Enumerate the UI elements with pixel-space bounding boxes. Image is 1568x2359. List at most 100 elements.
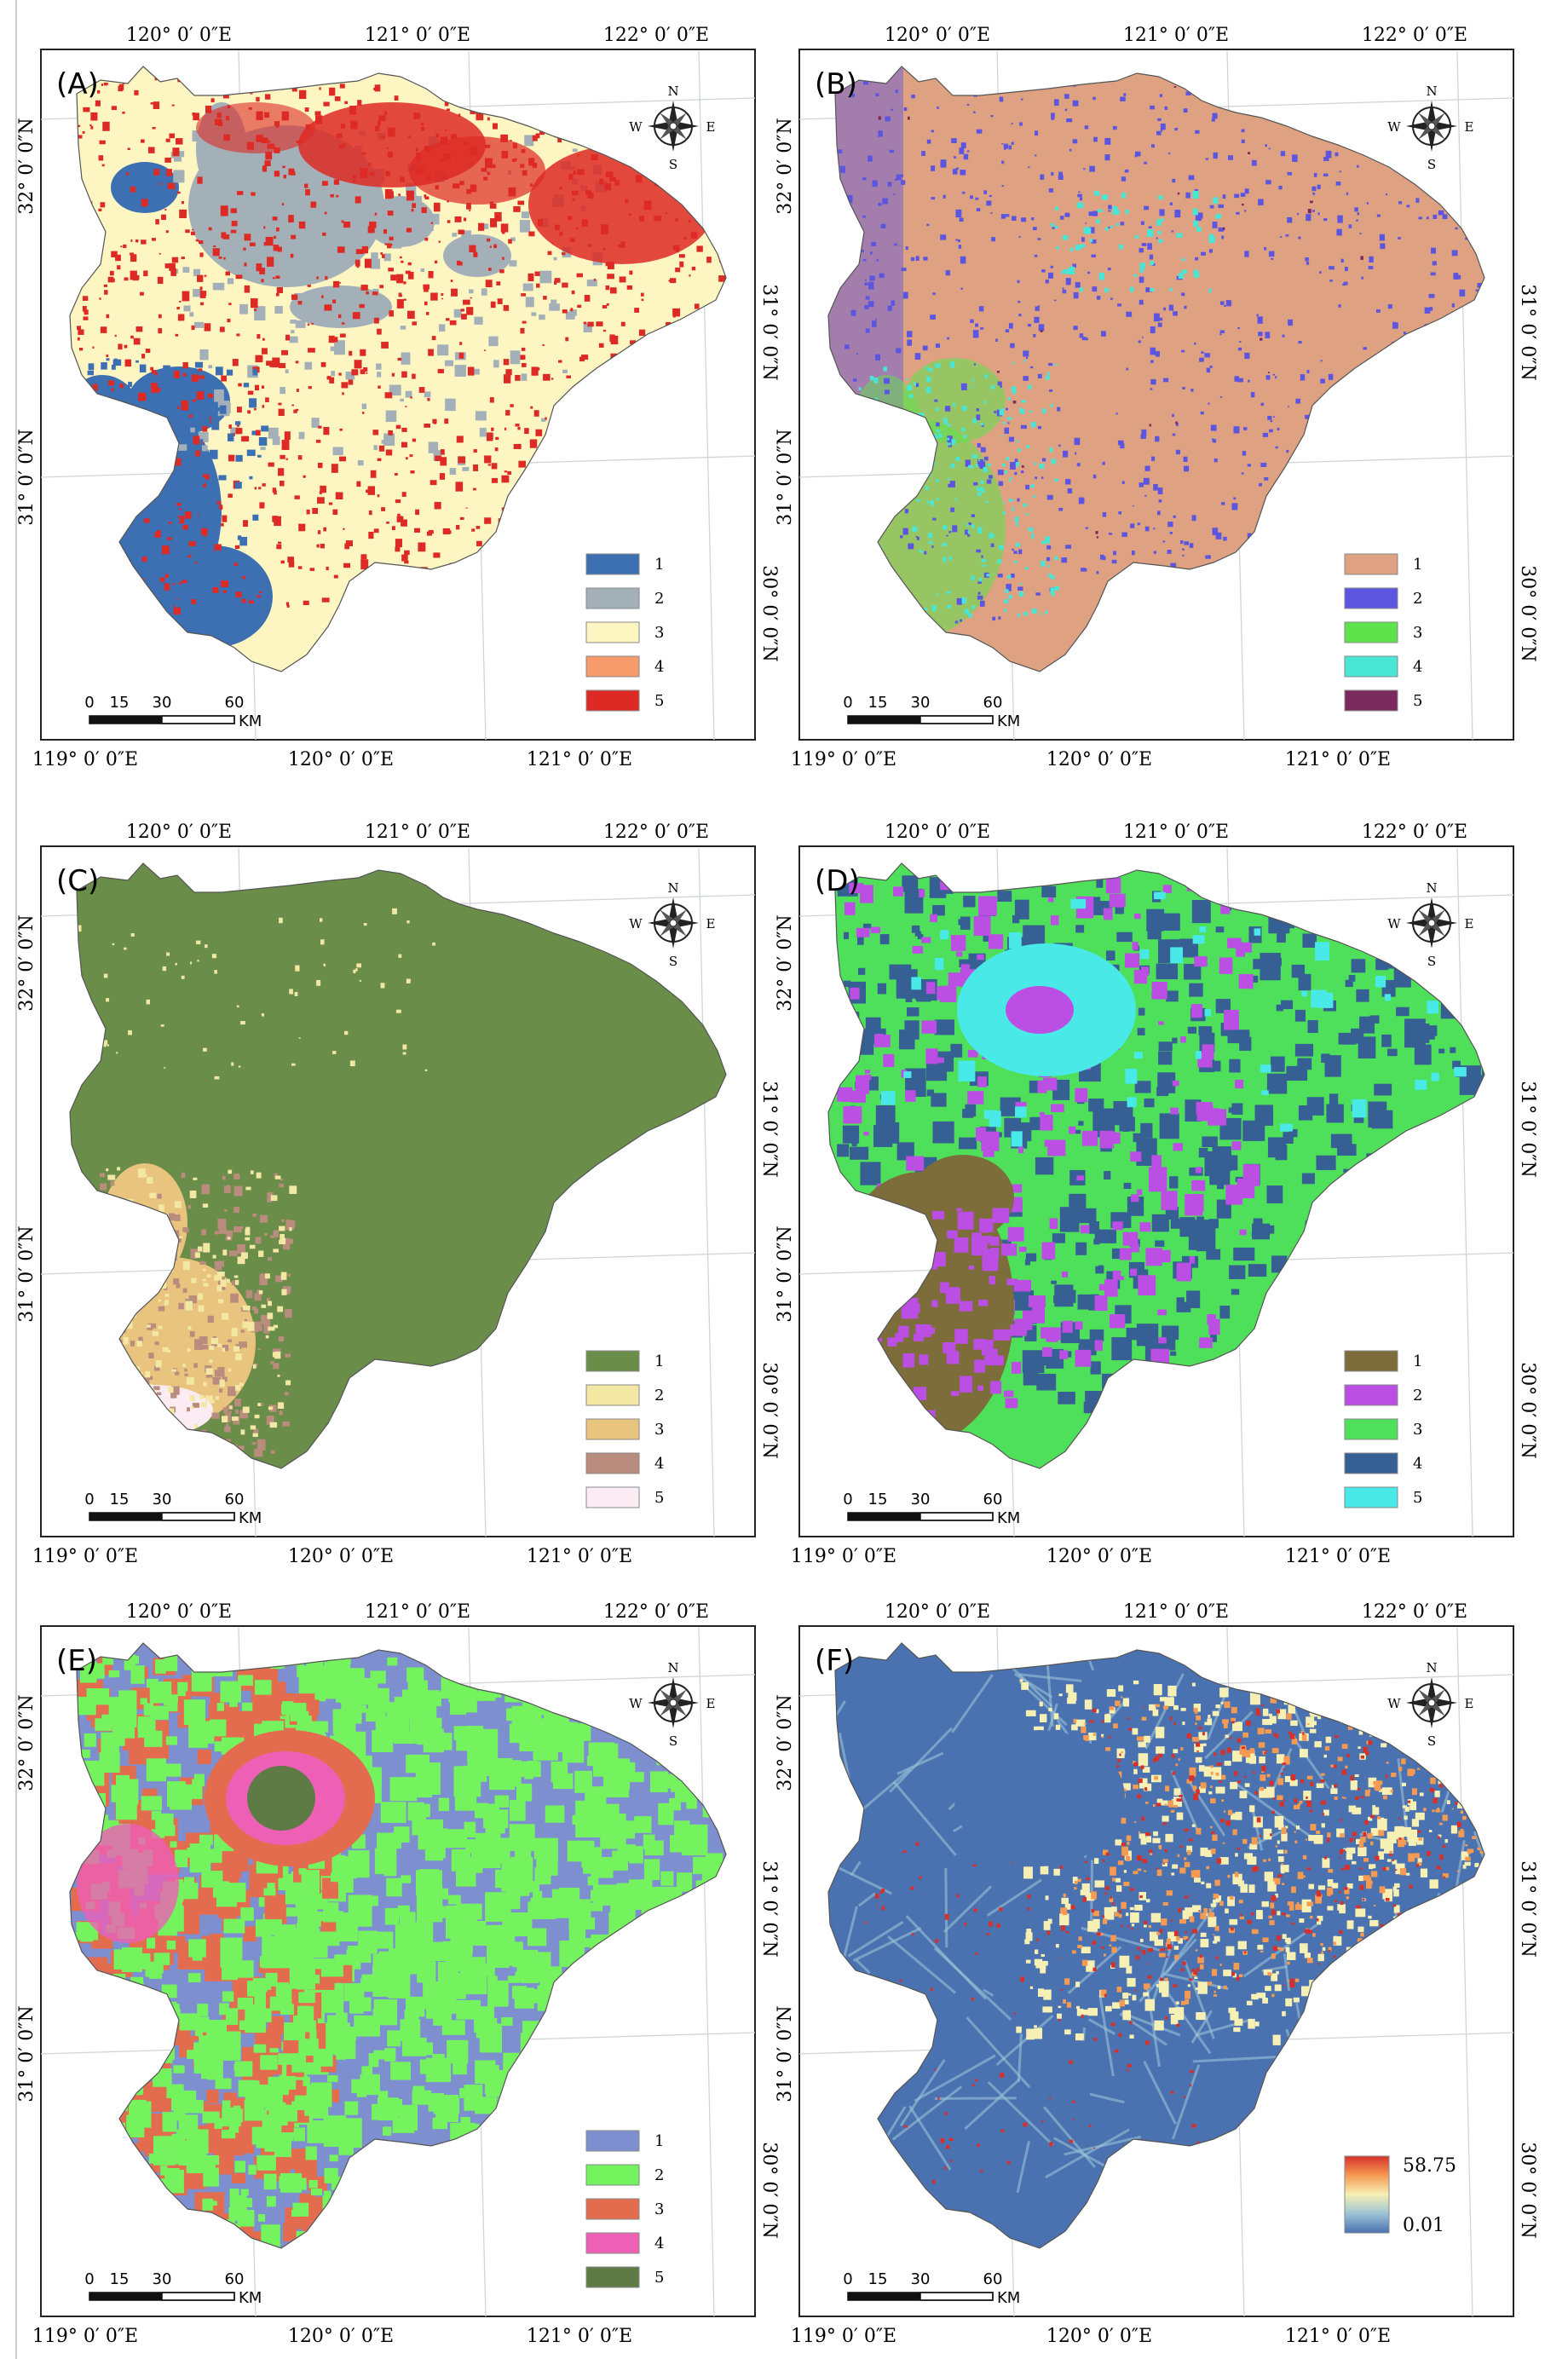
map-panel-b: (B) 120° 0′ 0″E 121° 0′ 0″E 122° 0′ 0″E 119°…: [758, 0, 1568, 767]
legend-label: 1: [654, 556, 664, 574]
legend-label: 4: [654, 1455, 664, 1473]
compass-west-label: W: [1387, 916, 1401, 931]
scale-tick-label: 30: [153, 694, 172, 712]
legend-label: 2: [654, 1387, 664, 1404]
scale-tick-label: 0: [843, 694, 852, 712]
latitude-label-right: 30° 0′ 0″N: [1517, 2142, 1538, 2238]
compass-east-label: E: [706, 1696, 716, 1711]
latitude-label-right: 30° 0′ 0″N: [1517, 1362, 1538, 1458]
latitude-label-left: 31° 0′ 0″N: [775, 429, 796, 525]
legend: 1 2 3 4 5: [1344, 553, 1422, 712]
scale-tick-label: 0: [84, 694, 94, 712]
scale-tick-label: 15: [868, 1491, 888, 1508]
compass-north-label: N: [667, 880, 678, 896]
compass-north-label: N: [667, 84, 678, 99]
compass-west-label: W: [629, 916, 643, 931]
legend: 1 2 3 4 5: [585, 553, 664, 712]
study-area-outline: [69, 862, 727, 1469]
map-panel-a: (A) 120° 0′ 0″E 121° 0′ 0″E 122° 0′ 0″E 119°…: [0, 0, 1568, 767]
scale-tick-label: 60: [983, 2270, 1003, 2288]
study-area-outline: [827, 862, 1485, 1469]
page-left-rule: [15, 0, 17, 2359]
compass-east-label: E: [706, 119, 716, 135]
compass-east-label: E: [706, 916, 716, 931]
compass-south-label: S: [669, 954, 677, 969]
legend-label: 3: [1413, 624, 1422, 642]
longitude-label-bottom: 120° 0′ 0″E: [1046, 2326, 1152, 2344]
longitude-label-bottom: 120° 0′ 0″E: [1046, 1546, 1152, 1564]
longitude-label-bottom: 120° 0′ 0″E: [1046, 749, 1152, 767]
scale-tick-label: 60: [225, 694, 245, 712]
compass-south-label: S: [669, 157, 677, 172]
scale-tick-label: 30: [153, 2270, 172, 2288]
scale-unit-label: KM: [997, 712, 1020, 730]
latitude-label-right: 31° 0′ 0″N: [1517, 1081, 1538, 1177]
compass-west-label: W: [1387, 119, 1401, 135]
legend: 1 2 3 4 5: [585, 2130, 664, 2288]
legend-label: 1: [654, 1353, 664, 1370]
legend-swatch: [585, 1486, 640, 1508]
legend-label: 5: [1413, 1489, 1422, 1507]
legend-swatch: [1344, 587, 1398, 609]
latitude-label-right: 30° 0′ 0″N: [758, 1362, 780, 1458]
legend-label: 1: [1413, 1353, 1422, 1370]
scale-tick-label: 15: [110, 694, 130, 712]
legend: 1 2 3 4 5: [585, 1350, 664, 1508]
latitude-label-left: 32° 0′ 0″N: [16, 914, 37, 1011]
longitude-label-top: 120° 0′ 0″E: [126, 822, 232, 843]
legend-swatch: [1344, 689, 1398, 712]
compass-east-label: E: [1465, 916, 1474, 931]
latitude-label-left: 32° 0′ 0″N: [775, 1694, 796, 1791]
longitude-label-top: 122° 0′ 0″E: [603, 1601, 709, 1623]
compass-south-label: S: [1427, 1733, 1436, 1749]
legend-label: 2: [1413, 590, 1422, 608]
scale-tick-label: 0: [843, 1491, 852, 1508]
compass-west-label: W: [1387, 1696, 1401, 1711]
map-panel-e-svg: (E) 120° 0′ 0″E 121° 0′ 0″E 122° 0′ 0″E 119°…: [16, 1601, 780, 2344]
legend-label: 5: [654, 2269, 664, 2287]
longitude-label-top: 120° 0′ 0″E: [885, 822, 990, 843]
longitude-label-bottom: 121° 0′ 0″E: [1285, 749, 1391, 767]
longitude-label-bottom: 119° 0′ 0″E: [791, 1546, 896, 1564]
scale-tick-label: 30: [911, 2270, 931, 2288]
longitude-label-top: 120° 0′ 0″E: [126, 25, 232, 46]
legend-swatch: [1344, 1350, 1398, 1372]
latitude-label-left: 32° 0′ 0″N: [775, 118, 796, 214]
north-arrow-compass-icon: N S E W: [1387, 84, 1473, 172]
map-panel-b-svg: (B) 120° 0′ 0″E 121° 0′ 0″E 122° 0′ 0″E 119°…: [775, 25, 1538, 767]
north-arrow-compass-icon: N S E W: [1387, 1660, 1473, 1749]
latitude-label-right: 30° 0′ 0″N: [758, 565, 780, 661]
legend-swatch: [1344, 655, 1398, 678]
legend-swatch: [585, 689, 640, 712]
longitude-label-top: 120° 0′ 0″E: [885, 25, 990, 46]
compass-east-label: E: [1465, 119, 1474, 135]
latitude-label-right: 31° 0′ 0″N: [758, 284, 780, 380]
legend-swatch: [1344, 1452, 1398, 1474]
latitude-label-right: 31° 0′ 0″N: [758, 1081, 780, 1177]
compass-south-label: S: [1427, 157, 1436, 172]
latitude-label-left: 31° 0′ 0″N: [775, 1226, 796, 1322]
scale-unit-label: KM: [239, 1509, 262, 1527]
latitude-label-left: 31° 0′ 0″N: [16, 429, 37, 525]
legend-label: 2: [654, 590, 664, 608]
latitude-label-right: 31° 0′ 0″N: [1517, 1860, 1538, 1957]
longitude-label-top: 122° 0′ 0″E: [1362, 25, 1467, 46]
scale-tick-label: 60: [225, 1491, 245, 1508]
latitude-label-right: 30° 0′ 0″N: [758, 2142, 780, 2238]
panel-label: (B): [815, 67, 857, 101]
longitude-label-top: 121° 0′ 0″E: [365, 1601, 470, 1623]
longitude-label-bottom: 119° 0′ 0″E: [32, 749, 138, 767]
scale-tick-label: 30: [911, 694, 931, 712]
map-panel-f: (F) 120° 0′ 0″E 121° 0′ 0″E 122° 0′ 0″E 119°…: [758, 1577, 1568, 2344]
legend-label: 4: [654, 658, 664, 676]
map-panel-a-svg: (A) 120° 0′ 0″E 121° 0′ 0″E 122° 0′ 0″E 119°…: [16, 25, 780, 767]
latitude-label-left: 31° 0′ 0″N: [16, 1226, 37, 1322]
colorbar: 58.75 0.01: [1344, 2155, 1456, 2236]
legend-label: 3: [654, 624, 664, 642]
scale-tick-label: 0: [843, 2270, 852, 2288]
legend-swatch: [1344, 1418, 1398, 1440]
